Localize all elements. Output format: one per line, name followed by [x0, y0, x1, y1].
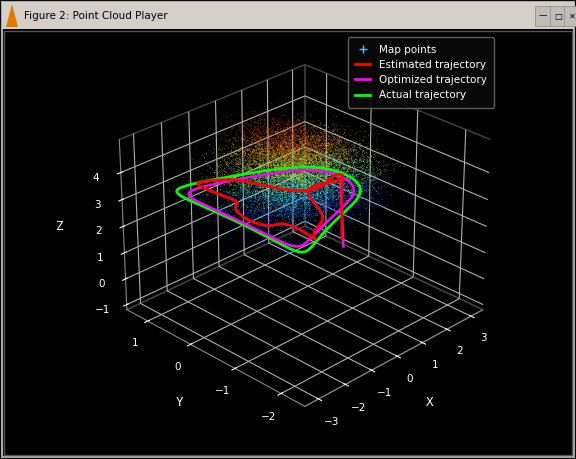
Text: —: —	[539, 11, 547, 21]
Bar	[2, 2, 574, 29]
Polygon shape	[6, 4, 18, 27]
Legend: Map points, Estimated trajectory, Optimized trajectory, Actual trajectory: Map points, Estimated trajectory, Optimi…	[347, 37, 494, 107]
Bar	[535, 6, 551, 26]
Text: ✕: ✕	[569, 11, 575, 21]
Text: Figure 2: Point Cloud Player: Figure 2: Point Cloud Player	[24, 11, 168, 21]
Y-axis label: Y: Y	[176, 396, 184, 409]
Text: □: □	[554, 11, 562, 21]
Bar	[564, 6, 576, 26]
X-axis label: X: X	[426, 396, 434, 409]
Bar	[550, 6, 566, 26]
